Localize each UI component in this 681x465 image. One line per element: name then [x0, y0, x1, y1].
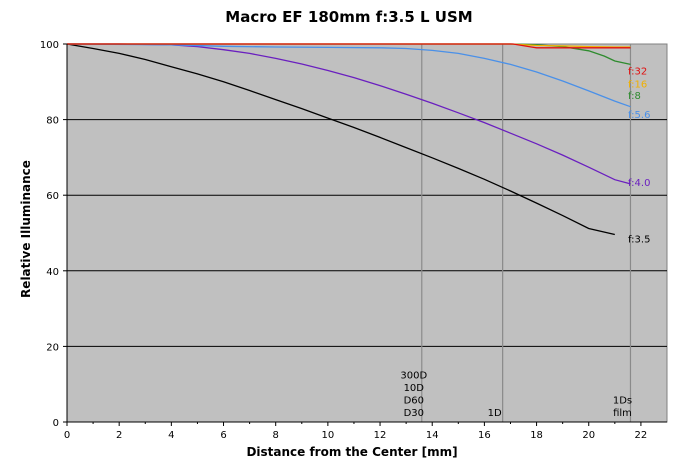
x-tick-label: 12	[374, 430, 387, 441]
series-line	[67, 43, 631, 49]
sensor-label: D60	[404, 396, 424, 407]
series-label: f:5.6	[628, 110, 650, 121]
chart-title: Macro EF 180mm f:3.5 L USM	[225, 8, 472, 26]
plot-area	[66, 43, 668, 423]
axes: 0 20 40 60 80 100 0 2 4 6 8 10 12 14 16 18 20 22	[40, 40, 667, 441]
x-tick-label: 16	[478, 430, 491, 441]
y-tick-label: 100	[40, 40, 59, 51]
series-label: f:32	[628, 66, 647, 77]
sensor-label: D30	[404, 408, 424, 419]
y-tick-label: 0	[53, 418, 59, 429]
x-tick-label: 2	[116, 430, 122, 441]
x-axis-label: Distance from the Center [mm]	[246, 445, 457, 459]
y-tick-label: 60	[46, 191, 59, 202]
series-label: f:3.5	[628, 235, 650, 246]
series-label: f:8	[628, 91, 641, 102]
sensor-label: 300D	[400, 371, 427, 382]
x-tick-label: 4	[168, 430, 174, 441]
series-label: f:4.0	[628, 178, 650, 189]
x-tick-label: 14	[426, 430, 439, 441]
y-tick-label: 20	[46, 342, 59, 353]
series-line	[67, 43, 631, 185]
series-line	[66, 43, 615, 236]
y-tick-label: 40	[46, 267, 59, 278]
sensor-label: 1D	[488, 408, 502, 419]
series-label: f:16	[628, 80, 647, 91]
y-axis-label: Relative Illuminance	[19, 160, 33, 298]
series-lines: f:3.5 f:4.0 f:5.6 f:8f:16 f:32	[66, 43, 650, 246]
x-tick-label: 10	[322, 430, 335, 441]
series-line	[66, 43, 631, 108]
sensor-label: film	[613, 408, 632, 419]
x-tick-label: 22	[635, 430, 648, 441]
x-tick-label: 6	[220, 430, 226, 441]
x-tick-label: 18	[530, 430, 543, 441]
grid	[67, 119, 667, 347]
sensor-label: 10D	[404, 383, 425, 394]
y-tick-label: 80	[46, 116, 59, 127]
sensor-label: 1Ds	[613, 396, 632, 407]
x-tick-label: 8	[273, 430, 279, 441]
x-tick-label: 0	[64, 430, 70, 441]
x-tick-label: 20	[582, 430, 595, 441]
